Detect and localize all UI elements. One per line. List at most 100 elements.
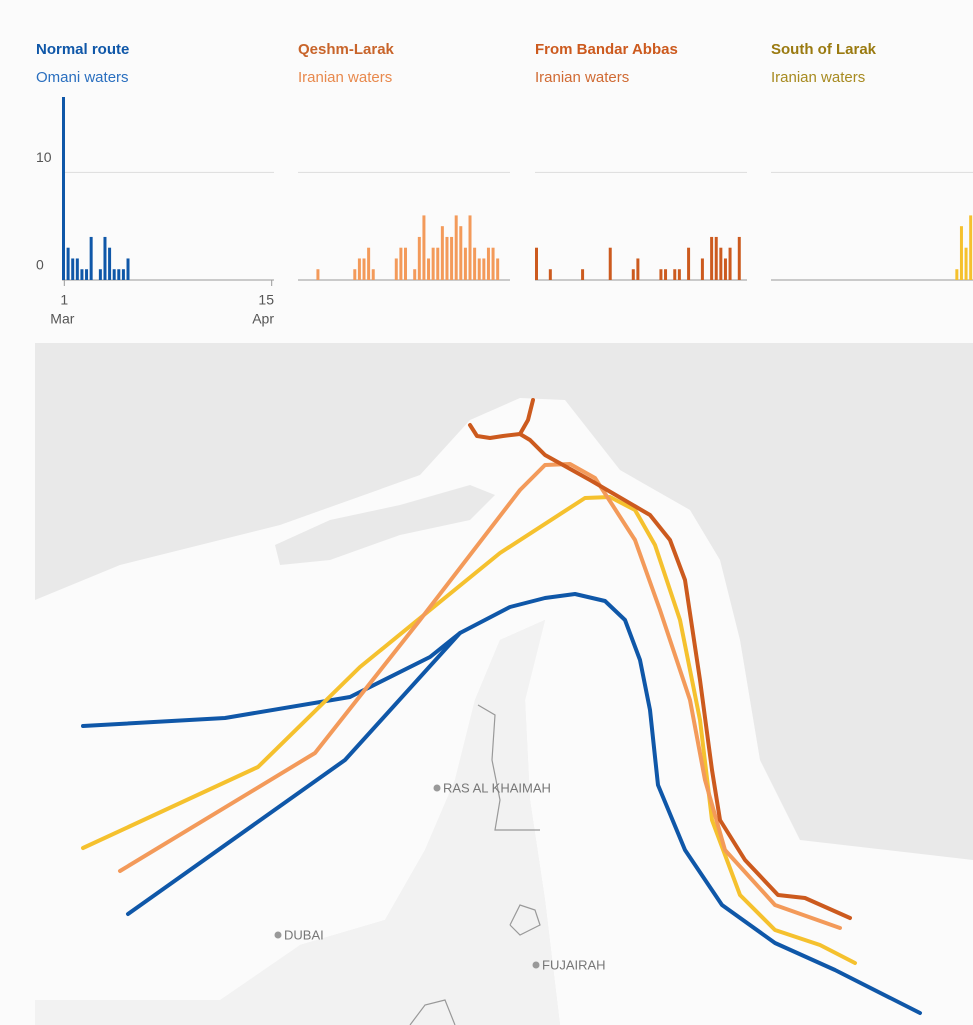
bar [714, 236, 718, 280]
bar [353, 269, 357, 280]
bar [66, 247, 70, 280]
bar [126, 258, 130, 280]
bar [316, 269, 320, 280]
panel-subtitle: Omani waters [36, 69, 129, 86]
bar [108, 247, 112, 280]
bar [80, 269, 84, 280]
bar [417, 236, 421, 280]
route [518, 398, 535, 436]
place-label: DUBAI [284, 927, 324, 942]
small-multiple: Normal route Omani waters 0 10 1 Mar 15 Apr [36, 41, 274, 327]
bar [473, 247, 477, 280]
bar [710, 236, 714, 280]
place-label: RAS AL KHAIMAH [443, 780, 551, 795]
bar [121, 269, 125, 280]
bar [955, 269, 959, 280]
bar [357, 258, 361, 280]
bar [89, 236, 93, 280]
small-multiple: Qeshm-Larak Iranian waters [298, 41, 510, 281]
bar [664, 269, 668, 280]
bar [404, 247, 407, 280]
bar [394, 258, 398, 280]
bar [71, 258, 75, 280]
bar [737, 236, 741, 280]
bar [496, 258, 500, 280]
bar [367, 247, 371, 280]
route [126, 631, 462, 916]
bar [482, 258, 486, 280]
panel-title: From Bandar Abbas [535, 41, 678, 58]
bar [477, 258, 481, 280]
bar [723, 258, 727, 280]
place-dot [532, 961, 540, 969]
border [409, 999, 456, 1025]
bar [659, 269, 663, 280]
bar [117, 269, 121, 280]
bar [964, 247, 968, 280]
place-dot [274, 931, 282, 939]
border [509, 904, 541, 936]
x-tick-sublabel: Mar [50, 311, 74, 327]
bar [677, 269, 681, 280]
x-tick-sublabel: Apr [252, 311, 274, 327]
bar [969, 215, 973, 280]
route [81, 592, 922, 1015]
bar [85, 269, 89, 280]
route [118, 462, 842, 930]
bar [422, 215, 426, 280]
bar [673, 269, 677, 280]
bar [440, 226, 444, 280]
bar [468, 215, 472, 280]
bar [486, 247, 490, 280]
bar [431, 247, 435, 280]
bar [491, 247, 495, 280]
map-uae [35, 620, 560, 1025]
bar [75, 258, 79, 280]
bar [413, 269, 417, 280]
bar [112, 269, 116, 280]
bar [687, 247, 691, 280]
bar [548, 269, 552, 280]
panel-title: Normal route [36, 41, 129, 58]
bar [463, 247, 467, 280]
bar [535, 247, 538, 280]
route [468, 423, 852, 920]
bar [631, 269, 635, 280]
panel-title: Qeshm-Larak [298, 41, 395, 58]
bar [98, 269, 102, 280]
bar [450, 236, 454, 280]
bar [608, 247, 612, 280]
bar [636, 258, 640, 280]
y-tick-label: 10 [36, 149, 52, 165]
bar [700, 258, 704, 280]
map-water [35, 398, 973, 1025]
bar [362, 258, 366, 280]
bar [459, 226, 463, 280]
place-dot [433, 784, 441, 792]
panel-subtitle: Iranian waters [771, 69, 865, 86]
map [35, 343, 973, 1025]
x-tick-label: 15 [258, 292, 274, 308]
x-tick-label: 1 [60, 292, 68, 308]
bar [371, 269, 375, 280]
panel-subtitle: Iranian waters [535, 69, 629, 86]
bar [454, 215, 458, 280]
y-tick-label: 0 [36, 257, 44, 273]
route [81, 495, 857, 965]
bar [436, 247, 440, 280]
small-multiple: From Bandar Abbas Iranian waters [535, 41, 747, 281]
qeshm-island [275, 485, 495, 565]
border [477, 704, 540, 831]
panel-title: South of Larak [771, 41, 877, 58]
bar [581, 269, 585, 280]
place-label: FUJAIRAH [542, 957, 606, 972]
bar [62, 97, 65, 280]
bar [719, 247, 723, 280]
bar [103, 236, 107, 280]
bar [399, 247, 403, 280]
small-multiple: South of Larak Iranian waters [771, 41, 973, 281]
bar [728, 247, 732, 280]
panel-subtitle: Iranian waters [298, 69, 392, 86]
bar [427, 258, 431, 280]
